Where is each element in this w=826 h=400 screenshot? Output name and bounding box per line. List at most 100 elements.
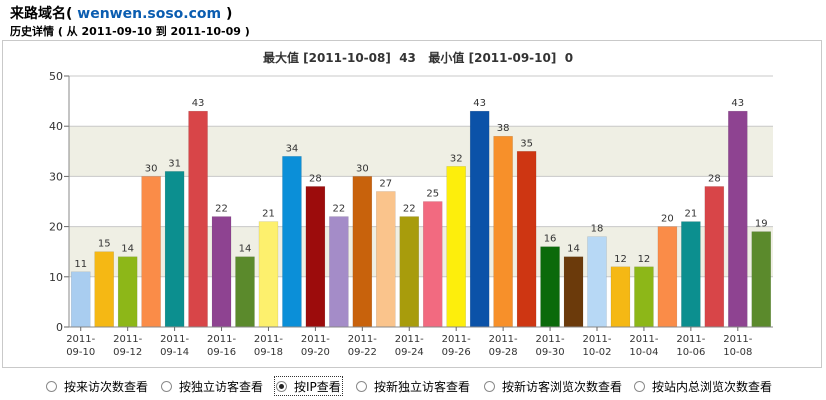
bar-value-label: 31 [168,158,181,169]
bar-value-label: 43 [731,98,744,109]
bar[interactable] [70,271,91,328]
bar-value-label: 27 [379,178,392,189]
bar[interactable] [704,186,725,328]
bar[interactable] [728,110,748,328]
radio-button[interactable] [46,380,57,392]
x-tick-label-year: 2011- [676,334,705,345]
radio-button[interactable] [276,380,287,392]
x-tick-label-year: 2011- [207,334,236,345]
bar[interactable] [610,266,631,328]
x-tick-label-day: 09-24 [395,347,424,358]
bar[interactable] [235,256,255,328]
x-tick-label-day: 09-10 [66,347,95,358]
y-axis: 0 10 20 30 40 50 [49,70,70,334]
x-tick-label-day: 10-08 [723,347,752,358]
bar[interactable] [681,221,701,328]
x-tick-label-day: 09-18 [254,347,283,358]
bar-value-label: 43 [473,98,486,109]
bar-value-label: 20 [661,214,674,225]
y-tick-label: 50 [49,70,63,83]
bar-value-label: 19 [755,219,768,230]
x-tick-label-year: 2011- [348,334,377,345]
bar-value-label: 22 [403,204,416,215]
report-title: 来路域名( wenwen.soso.com ) [10,4,816,24]
radio-button[interactable] [161,380,172,392]
bar[interactable] [540,246,560,328]
y-tick-label: 30 [49,170,63,183]
bar[interactable] [493,135,513,328]
x-tick-label-year: 2011- [160,334,189,345]
bar[interactable] [188,110,208,328]
grid-band [69,226,773,277]
bar[interactable] [657,226,678,328]
bar[interactable] [634,266,654,328]
bar-value-label: 35 [520,138,533,149]
x-tick-label-year: 2011- [254,334,283,345]
chart-frame [2,40,822,368]
x-tick-label-year: 2011- [66,334,95,345]
y-tick-label: 40 [49,120,63,133]
x-tick-label-day: 09-12 [113,347,142,358]
bar[interactable] [141,176,161,328]
radio-button[interactable] [484,380,495,392]
bar[interactable] [469,110,490,328]
bar[interactable] [587,236,607,328]
bar-value-label: 14 [567,244,580,255]
report-header: 来路域名( wenwen.soso.com ) 历史详情 ( 从 2011-09… [10,4,816,40]
y-tick-label: 20 [49,221,63,234]
bar[interactable] [329,216,349,328]
x-tick-label-day: 09-14 [160,347,189,358]
view-option-2[interactable]: 按独立访客查看 [161,378,263,394]
bar[interactable] [282,156,302,328]
radio-label: 按来访次数查看 [64,379,149,394]
radio-label: 按IP查看 [294,379,341,394]
view-option-3[interactable]: 按IP查看 [274,376,343,396]
grid-bands [69,126,773,277]
x-tick-label-day: 09-28 [489,347,518,358]
bar-value-label: 25 [426,189,439,200]
x-tick-label-day: 09-26 [442,347,471,358]
x-tick-label-day: 09-20 [301,347,330,358]
bar[interactable] [94,251,114,328]
bar-value-label: 30 [356,163,369,174]
history-subtitle: 历史详情 ( 从 2011-09-10 到 2011-10-09 ) [10,25,250,38]
bar[interactable] [211,216,232,328]
bar[interactable] [422,201,443,328]
view-option-5[interactable]: 按新访客浏览次数查看 [484,378,622,394]
bar-value-label: 22 [215,204,228,215]
bar[interactable] [751,231,772,328]
bar[interactable] [399,216,420,328]
radio-button[interactable] [634,380,645,392]
x-tick-label-year: 2011- [395,334,424,345]
x-tick-label-day: 10-04 [629,347,658,358]
x-tick-label-year: 2011- [301,334,330,345]
bar[interactable] [305,186,326,328]
bar-value-label: 15 [98,239,111,250]
y-tick-label: 10 [49,271,63,284]
view-options: 按来访次数查看 按独立访客查看 按IP查看 按新独立访客查看 按新访客浏览次数查看 按站内… [0,372,826,400]
bar-value-label: 14 [121,244,134,255]
bar-value-label: 43 [192,98,205,109]
bar-value-label: 38 [497,123,510,134]
bar[interactable] [376,191,396,328]
bar[interactable] [352,176,373,328]
view-option-1[interactable]: 按来访次数查看 [46,378,148,394]
radio-button[interactable] [356,380,367,392]
x-tick-label-day: 09-30 [536,347,565,358]
bar[interactable] [258,221,279,328]
bars: 11 15 14 30 31 43 22 14 21 34 28 22 30 27 22 25 32 43 38 35… [70,98,772,328]
x-tick-label-year: 2011- [536,334,565,345]
bar[interactable] [563,256,584,328]
bar-value-label: 28 [708,173,721,184]
view-option-6[interactable]: 按站内总浏览次数查看 [634,378,772,394]
bar-value-label: 16 [544,234,557,245]
radio-label: 按独立访客查看 [179,379,264,394]
bar[interactable] [164,171,185,328]
bar[interactable] [117,256,138,328]
y-tick-label: 0 [56,321,63,334]
bar-value-label: 21 [684,209,697,220]
bar[interactable] [446,166,466,328]
bar[interactable] [516,151,537,328]
bar-value-label: 14 [239,244,252,255]
view-option-4[interactable]: 按新独立访客查看 [356,378,470,394]
